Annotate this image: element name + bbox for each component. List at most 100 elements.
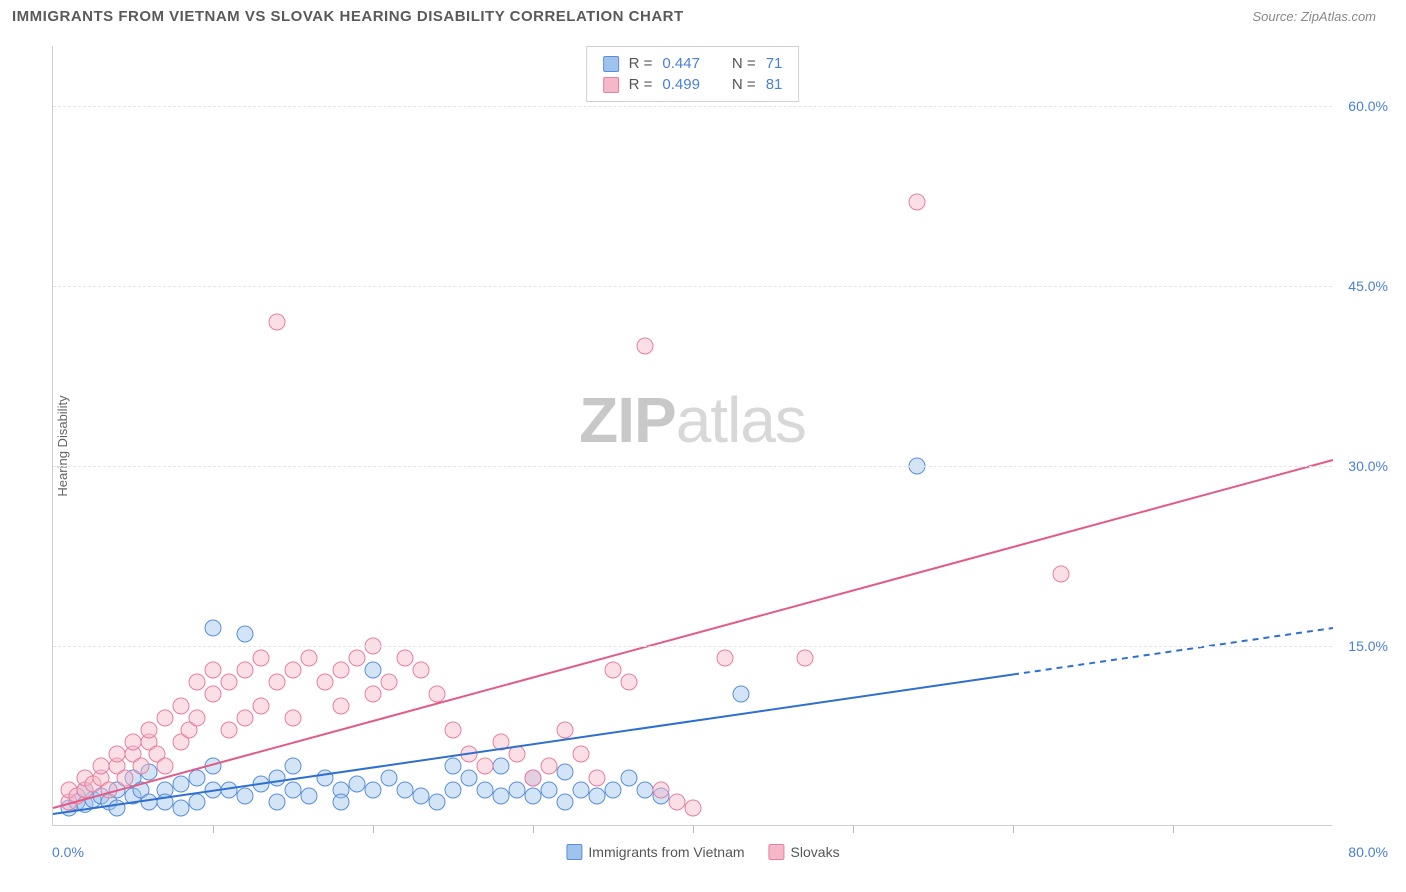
x-tick: [853, 825, 854, 833]
data-point: [317, 674, 333, 690]
source-attribution: Source: ZipAtlas.com: [1252, 9, 1376, 24]
data-point: [173, 800, 189, 816]
series-swatch: [603, 77, 619, 93]
data-point: [637, 782, 653, 798]
data-point: [189, 710, 205, 726]
data-point: [173, 776, 189, 792]
data-point: [413, 788, 429, 804]
data-point: [285, 710, 301, 726]
grid-line: [53, 646, 1332, 647]
data-point: [525, 770, 541, 786]
legend-item: Slovaks: [769, 844, 840, 860]
data-point: [493, 788, 509, 804]
data-point: [445, 722, 461, 738]
data-point: [1053, 566, 1069, 582]
data-point: [109, 800, 125, 816]
x-axis-min-label: 0.0%: [52, 844, 84, 860]
data-point: [333, 662, 349, 678]
data-point: [397, 782, 413, 798]
data-point: [541, 782, 557, 798]
data-point: [173, 698, 189, 714]
x-tick: [213, 825, 214, 833]
data-point: [269, 770, 285, 786]
data-point: [141, 722, 157, 738]
data-point: [301, 788, 317, 804]
data-point: [541, 758, 557, 774]
data-point: [365, 662, 381, 678]
data-point: [621, 674, 637, 690]
data-point: [717, 650, 733, 666]
legend-label: Slovaks: [791, 844, 840, 860]
r-label: R =: [629, 55, 653, 72]
data-point: [189, 674, 205, 690]
data-point: [125, 734, 141, 750]
data-point: [685, 800, 701, 816]
data-point: [413, 662, 429, 678]
data-point: [333, 794, 349, 810]
data-point: [301, 650, 317, 666]
data-point: [189, 794, 205, 810]
data-point: [605, 662, 621, 678]
data-point: [269, 674, 285, 690]
data-point: [509, 746, 525, 762]
x-tick: [693, 825, 694, 833]
x-tick: [373, 825, 374, 833]
y-tick-label: 15.0%: [1348, 638, 1388, 654]
data-point: [797, 650, 813, 666]
data-point: [349, 776, 365, 792]
data-point: [221, 722, 237, 738]
data-point: [365, 686, 381, 702]
data-point: [477, 782, 493, 798]
data-point: [461, 770, 477, 786]
data-point: [621, 770, 637, 786]
data-point: [557, 722, 573, 738]
data-point: [101, 782, 117, 798]
y-tick-label: 60.0%: [1348, 98, 1388, 114]
data-point: [317, 770, 333, 786]
data-point: [557, 764, 573, 780]
x-tick: [1173, 825, 1174, 833]
data-point: [221, 674, 237, 690]
data-point: [525, 788, 541, 804]
data-point: [493, 758, 509, 774]
n-label: N =: [732, 76, 756, 93]
grid-line: [53, 106, 1332, 107]
chart-title: IMMIGRANTS FROM VIETNAM VS SLOVAK HEARIN…: [12, 8, 684, 25]
data-point: [589, 788, 605, 804]
y-tick-label: 45.0%: [1348, 278, 1388, 294]
data-point: [117, 770, 133, 786]
scatter-plot-svg: [53, 46, 1332, 825]
data-point: [605, 782, 621, 798]
data-point: [157, 758, 173, 774]
data-point: [141, 794, 157, 810]
data-point: [365, 782, 381, 798]
n-label: N =: [732, 55, 756, 72]
data-point: [93, 758, 109, 774]
data-point: [109, 746, 125, 762]
data-point: [133, 758, 149, 774]
data-point: [429, 794, 445, 810]
data-point: [237, 626, 253, 642]
x-tick: [533, 825, 534, 833]
legend-item: Immigrants from Vietnam: [566, 844, 744, 860]
data-point: [445, 758, 461, 774]
data-point: [381, 674, 397, 690]
stats-row: R =0.499N =81: [603, 74, 783, 95]
data-point: [637, 338, 653, 354]
r-value: 0.447: [662, 55, 700, 72]
data-point: [205, 620, 221, 636]
data-point: [237, 788, 253, 804]
data-point: [557, 794, 573, 810]
data-point: [269, 314, 285, 330]
data-point: [285, 662, 301, 678]
legend: Immigrants from Vietnam Slovaks: [566, 844, 839, 860]
series-swatch: [603, 56, 619, 72]
data-point: [285, 782, 301, 798]
data-point: [253, 650, 269, 666]
n-value: 71: [766, 55, 783, 72]
data-point: [477, 758, 493, 774]
data-point: [733, 686, 749, 702]
data-point: [669, 794, 685, 810]
data-point: [205, 686, 221, 702]
data-point: [253, 698, 269, 714]
